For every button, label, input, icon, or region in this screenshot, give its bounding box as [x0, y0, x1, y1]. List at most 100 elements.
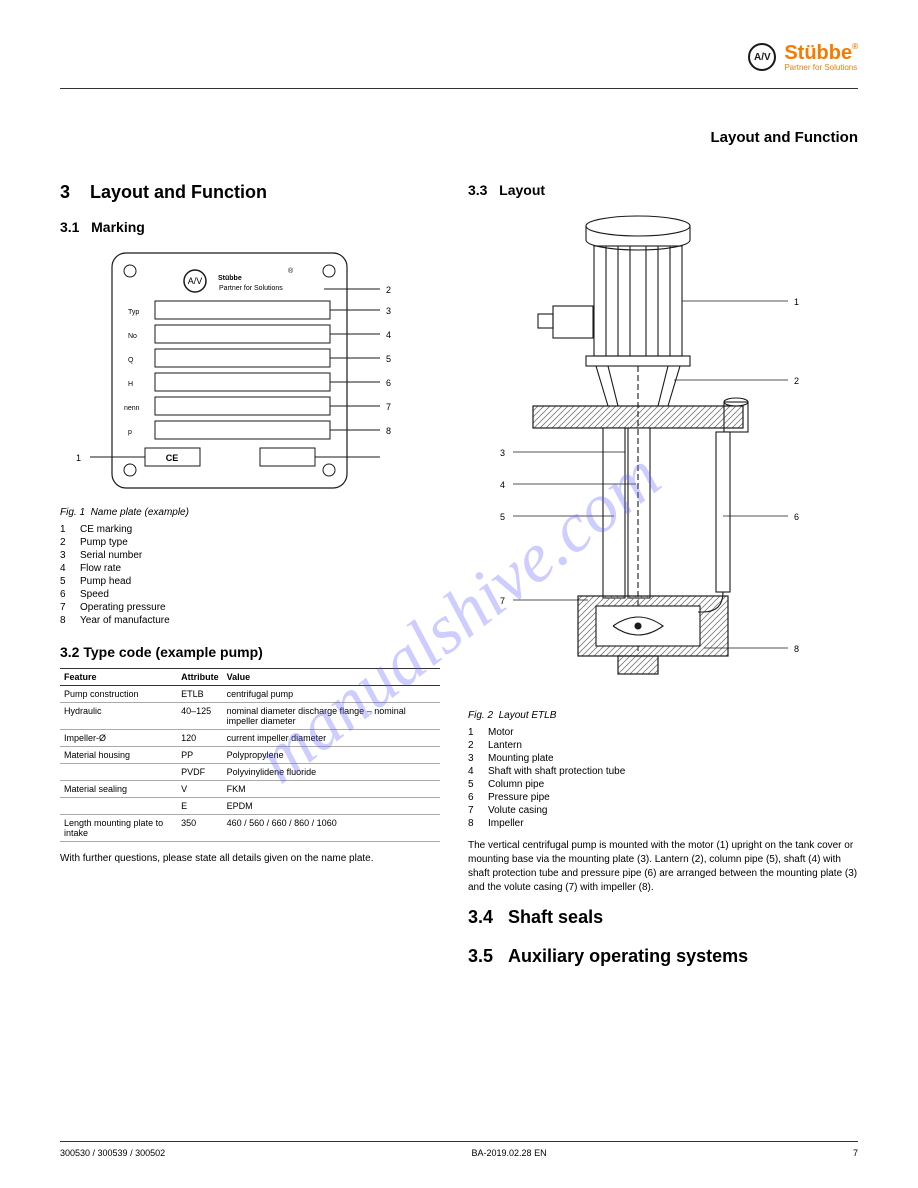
table-cell: FKM: [223, 781, 440, 798]
legend-text: CE marking: [80, 524, 132, 535]
table-cell: V: [177, 781, 223, 798]
svg-text:H: H: [128, 381, 133, 388]
table-row: PVDFPolyvinylidene fluoride: [60, 764, 440, 781]
section-3-heading: 3 Layout and Function: [60, 182, 440, 203]
table-cell: current impeller diameter: [223, 730, 440, 747]
legend-num: 1: [60, 524, 74, 535]
svg-text:1: 1: [794, 297, 799, 307]
brand-registered-mark: ®: [852, 42, 858, 51]
svg-text:No: No: [128, 333, 137, 340]
table-cell: PVDF: [177, 764, 223, 781]
brand-logo: A/V Stübbe® Partner for Solutions: [748, 42, 858, 72]
fig2-prefix: Fig. 2: [468, 710, 493, 721]
fig1-text: Name plate (example): [91, 507, 189, 518]
table-cell: Pump construction: [60, 686, 177, 703]
table-cell: 120: [177, 730, 223, 747]
table-cell: PP: [177, 747, 223, 764]
table-cell: [60, 798, 177, 815]
svg-text:3: 3: [386, 306, 391, 316]
left-column: 3 Layout and Function 3.1 Marking A/V St…: [60, 182, 440, 967]
section-32-heading: 3.2 Type code (example pump): [60, 644, 440, 660]
table-cell: EPDM: [223, 798, 440, 815]
main-content: 3 Layout and Function 3.1 Marking A/V St…: [60, 182, 858, 967]
nameplate-svg: A/V Stübbe ® Partner for Solutions Typ: [60, 243, 430, 503]
table-cell: Material sealing: [60, 781, 177, 798]
table-cell: Material housing: [60, 747, 177, 764]
section-33-heading: 3.3 Layout: [468, 182, 858, 198]
table-row: Pump constructionETLBcentrifugal pump: [60, 686, 440, 703]
table-row: EEPDM: [60, 798, 440, 815]
type-code-table: Feature Attribute Value Pump constructio…: [60, 668, 440, 842]
table-cell: Polypropylene: [223, 747, 440, 764]
section-3-title: Layout and Function: [90, 182, 267, 202]
svg-text:7: 7: [500, 596, 505, 606]
footer-right: 7: [853, 1148, 858, 1158]
header-divider: [60, 88, 858, 89]
table-cell: Polyvinylidene fluoride: [223, 764, 440, 781]
figure-2-caption: Fig. 2 Layout ETLB: [468, 710, 858, 721]
page-footer: 300530 / 300539 / 300502 BA-2019.02.28 E…: [60, 1141, 858, 1158]
brand-slogan: Partner for Solutions: [784, 63, 858, 72]
svg-text:CE: CE: [166, 453, 179, 463]
fig1-prefix: Fig. 1: [60, 507, 85, 518]
svg-text:4: 4: [386, 330, 391, 340]
right-column: 3.3 Layout: [468, 182, 858, 967]
table-cell: centrifugal pump: [223, 686, 440, 703]
table-row: Hydraulic40–125nominal diameter discharg…: [60, 703, 440, 730]
page-header: A/V Stübbe® Partner for Solutions: [60, 30, 858, 84]
figure-1-nameplate: A/V Stübbe ® Partner for Solutions Typ: [60, 243, 440, 626]
svg-text:A/V: A/V: [188, 276, 203, 286]
footer-center: BA-2019.02.28 EN: [472, 1148, 547, 1158]
table-row: Impeller-Ø120current impeller diameter: [60, 730, 440, 747]
section-33-title: Layout: [499, 182, 545, 198]
table-cell: Length mounting plate to intake: [60, 815, 177, 842]
section-31-title: Marking: [91, 219, 145, 235]
th-value: Value: [223, 669, 440, 686]
footer-left: 300530 / 300539 / 300502: [60, 1148, 165, 1158]
svg-text:Stübbe: Stübbe: [218, 275, 242, 282]
brand-name: Stübbe®: [784, 42, 858, 65]
svg-text:4: 4: [500, 480, 505, 490]
logo-letters: A/V: [754, 52, 771, 63]
svg-text:2: 2: [386, 285, 391, 295]
svg-text:Q: Q: [128, 357, 134, 364]
figure-2-legend: 1Motor 2Lantern 3Mounting plate 4Shaft w…: [468, 727, 858, 829]
table-row: Material sealingVFKM: [60, 781, 440, 798]
svg-text:8: 8: [386, 426, 391, 436]
fig2-text: Layout ETLB: [499, 710, 557, 721]
figure-1-legend: 1CE marking 2Pump type 3Serial number 4F…: [60, 524, 440, 626]
section-32-note: With further questions, please state all…: [60, 852, 440, 866]
svg-text:3: 3: [500, 448, 505, 458]
svg-text:®: ®: [288, 267, 294, 275]
table-cell: Impeller-Ø: [60, 730, 177, 747]
section-34-heading: 3.4 Shaft seals: [468, 907, 858, 928]
svg-text:6: 6: [794, 512, 799, 522]
running-title: Layout and Function: [60, 129, 858, 146]
svg-text:7: 7: [386, 402, 391, 412]
section-31-number: 3.1: [60, 219, 79, 235]
table-cell: 460 / 560 / 660 / 860 / 1060: [223, 815, 440, 842]
svg-text:nenn: nenn: [124, 405, 140, 412]
table-row: Material housingPPPolypropylene: [60, 747, 440, 764]
section-31-heading: 3.1 Marking: [60, 219, 440, 235]
section-33-description: The vertical centrifugal pump is mounted…: [468, 839, 858, 895]
table-cell: ETLB: [177, 686, 223, 703]
pump-svg: 1 2 3 4 5 6 7 8: [468, 206, 858, 706]
table-cell: nominal diameter discharge flange – nomi…: [223, 703, 440, 730]
logo-icon: A/V: [748, 43, 776, 71]
table-cell: 350: [177, 815, 223, 842]
svg-text:5: 5: [386, 354, 391, 364]
svg-text:2: 2: [794, 376, 799, 386]
section-35-heading: 3.5 Auxiliary operating systems: [468, 946, 858, 967]
table-cell: E: [177, 798, 223, 815]
th-feature: Feature: [60, 669, 177, 686]
logo-text: Stübbe® Partner for Solutions: [784, 42, 858, 72]
table-cell: [60, 764, 177, 781]
svg-text:Typ: Typ: [128, 309, 139, 316]
svg-text:1: 1: [76, 453, 81, 463]
table-row: Length mounting plate to intake350460 / …: [60, 815, 440, 842]
brand-name-text: Stübbe: [784, 42, 852, 64]
figure-1-caption: Fig. 1 Name plate (example): [60, 507, 440, 518]
svg-text:Partner for Solutions: Partner for Solutions: [219, 285, 283, 292]
th-attribute: Attribute: [177, 669, 223, 686]
